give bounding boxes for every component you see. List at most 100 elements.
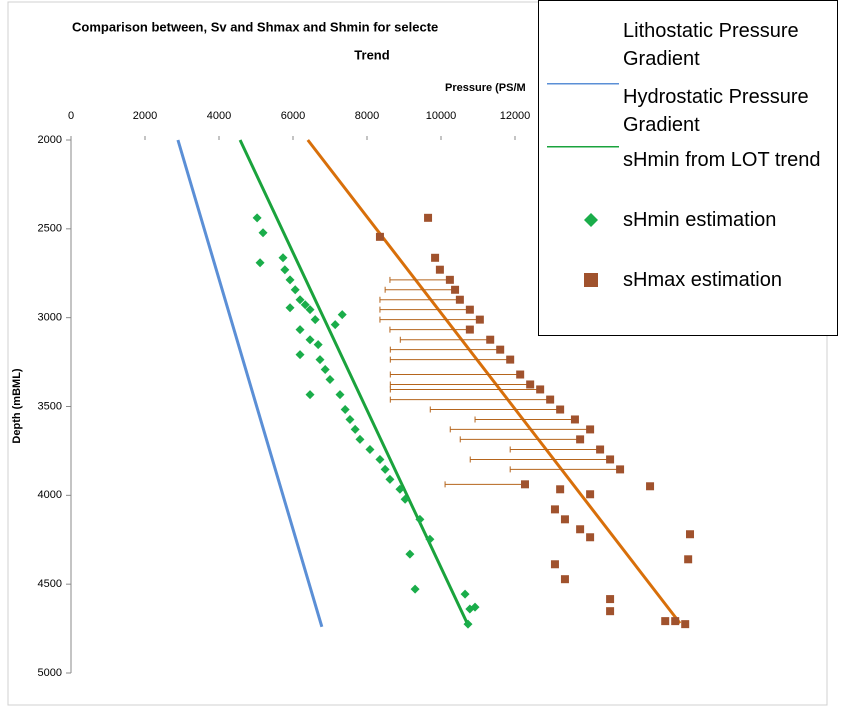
error-bar: [379, 316, 480, 323]
marker: [546, 395, 555, 404]
error-bar: [379, 306, 470, 313]
marker: [305, 335, 315, 345]
marker: [606, 455, 615, 464]
error-bar: [384, 286, 456, 293]
marker: [285, 275, 295, 285]
legend-swatch: [547, 146, 619, 148]
marker: [380, 464, 390, 474]
marker: [255, 258, 265, 268]
marker: [586, 533, 595, 542]
line-series: [176, 139, 324, 628]
chart-border: [7, 1, 828, 706]
marker: [560, 515, 569, 524]
marker: [425, 534, 435, 544]
y-axis-label: Depth (mBML): [11, 368, 23, 443]
marker: [350, 424, 360, 434]
marker: [526, 380, 535, 389]
marker: [550, 505, 559, 514]
marker: [616, 465, 625, 474]
marker: [584, 213, 598, 227]
chart-title: Trend: [354, 47, 389, 62]
marker: [310, 315, 320, 325]
marker: [576, 435, 585, 444]
marker: [405, 549, 415, 559]
marker: [300, 300, 310, 310]
marker: [340, 405, 350, 415]
legend-label: Hydrostatic Pressure Gradient: [623, 86, 809, 136]
y-tick-label: 2000: [38, 134, 62, 146]
legend-swatch: [584, 273, 598, 287]
y-tick-label: 4000: [38, 489, 62, 501]
marker: [375, 454, 385, 464]
marker: [305, 305, 315, 315]
legend-swatch: [547, 83, 619, 85]
error-bar: [459, 436, 581, 443]
marker: [325, 374, 335, 384]
marker: [463, 619, 473, 629]
legend-item: sHmin from LOT trend: [539, 146, 839, 206]
error-bar: [389, 326, 470, 333]
marker: [395, 484, 405, 494]
legend-label: sHmin from LOT trend: [623, 149, 821, 171]
legend-swatch: [584, 213, 598, 227]
marker: [586, 490, 595, 499]
marker: [536, 385, 545, 394]
marker: [424, 213, 433, 222]
legend-label: Lithostatic Pressure Gradient: [623, 20, 799, 70]
marker: [606, 607, 615, 616]
x-tick-label: 10000: [426, 110, 457, 122]
marker: [435, 265, 444, 274]
marker: [465, 305, 474, 314]
marker: [455, 295, 464, 304]
error-bar: [399, 336, 491, 343]
legend-item: Lithostatic Pressure Gradient: [539, 17, 839, 77]
marker: [313, 340, 323, 350]
marker: [252, 213, 262, 223]
x-tick-label: 4000: [207, 110, 231, 122]
marker: [410, 584, 420, 594]
marker: [506, 355, 515, 364]
marker: [475, 315, 484, 324]
error-bar: [449, 426, 591, 433]
y-tick-label: 3500: [38, 400, 62, 412]
marker: [516, 370, 525, 379]
x-tick-label: 2000: [133, 110, 157, 122]
y-tick-label: 2500: [38, 223, 62, 235]
marker: [681, 620, 690, 629]
marker: [315, 355, 325, 365]
y-tick-label: 3000: [38, 312, 62, 324]
marker: [550, 560, 559, 569]
marker: [560, 575, 569, 584]
error-bar: [429, 406, 561, 413]
marker: [556, 405, 565, 414]
error-bar: [509, 446, 601, 453]
marker: [570, 415, 579, 424]
error-bar: [389, 346, 501, 353]
error-bar: [509, 466, 621, 473]
marker: [606, 595, 615, 604]
marker: [305, 390, 315, 400]
error-bar: [474, 416, 575, 423]
marker: [451, 285, 460, 294]
marker: [285, 303, 295, 313]
marker: [465, 325, 474, 334]
legend-swatch: [539, 17, 623, 77]
marker: [335, 390, 345, 400]
chart-title: Comparison between, Sv and Shmax and Shm…: [72, 19, 438, 34]
error-bar: [469, 456, 611, 463]
marker: [330, 320, 340, 330]
marker: [486, 335, 495, 344]
marker: [345, 414, 355, 424]
marker: [415, 514, 425, 524]
error-bar: [389, 396, 551, 403]
marker: [258, 228, 268, 238]
marker: [295, 295, 305, 305]
error-bar: [444, 481, 525, 488]
x-axis-label: Pressure (PS/M: [445, 82, 526, 94]
marker: [385, 474, 395, 484]
marker: [365, 444, 375, 454]
x-tick-label: 0: [68, 110, 74, 122]
line-series: [238, 139, 470, 626]
marker: [280, 265, 290, 275]
